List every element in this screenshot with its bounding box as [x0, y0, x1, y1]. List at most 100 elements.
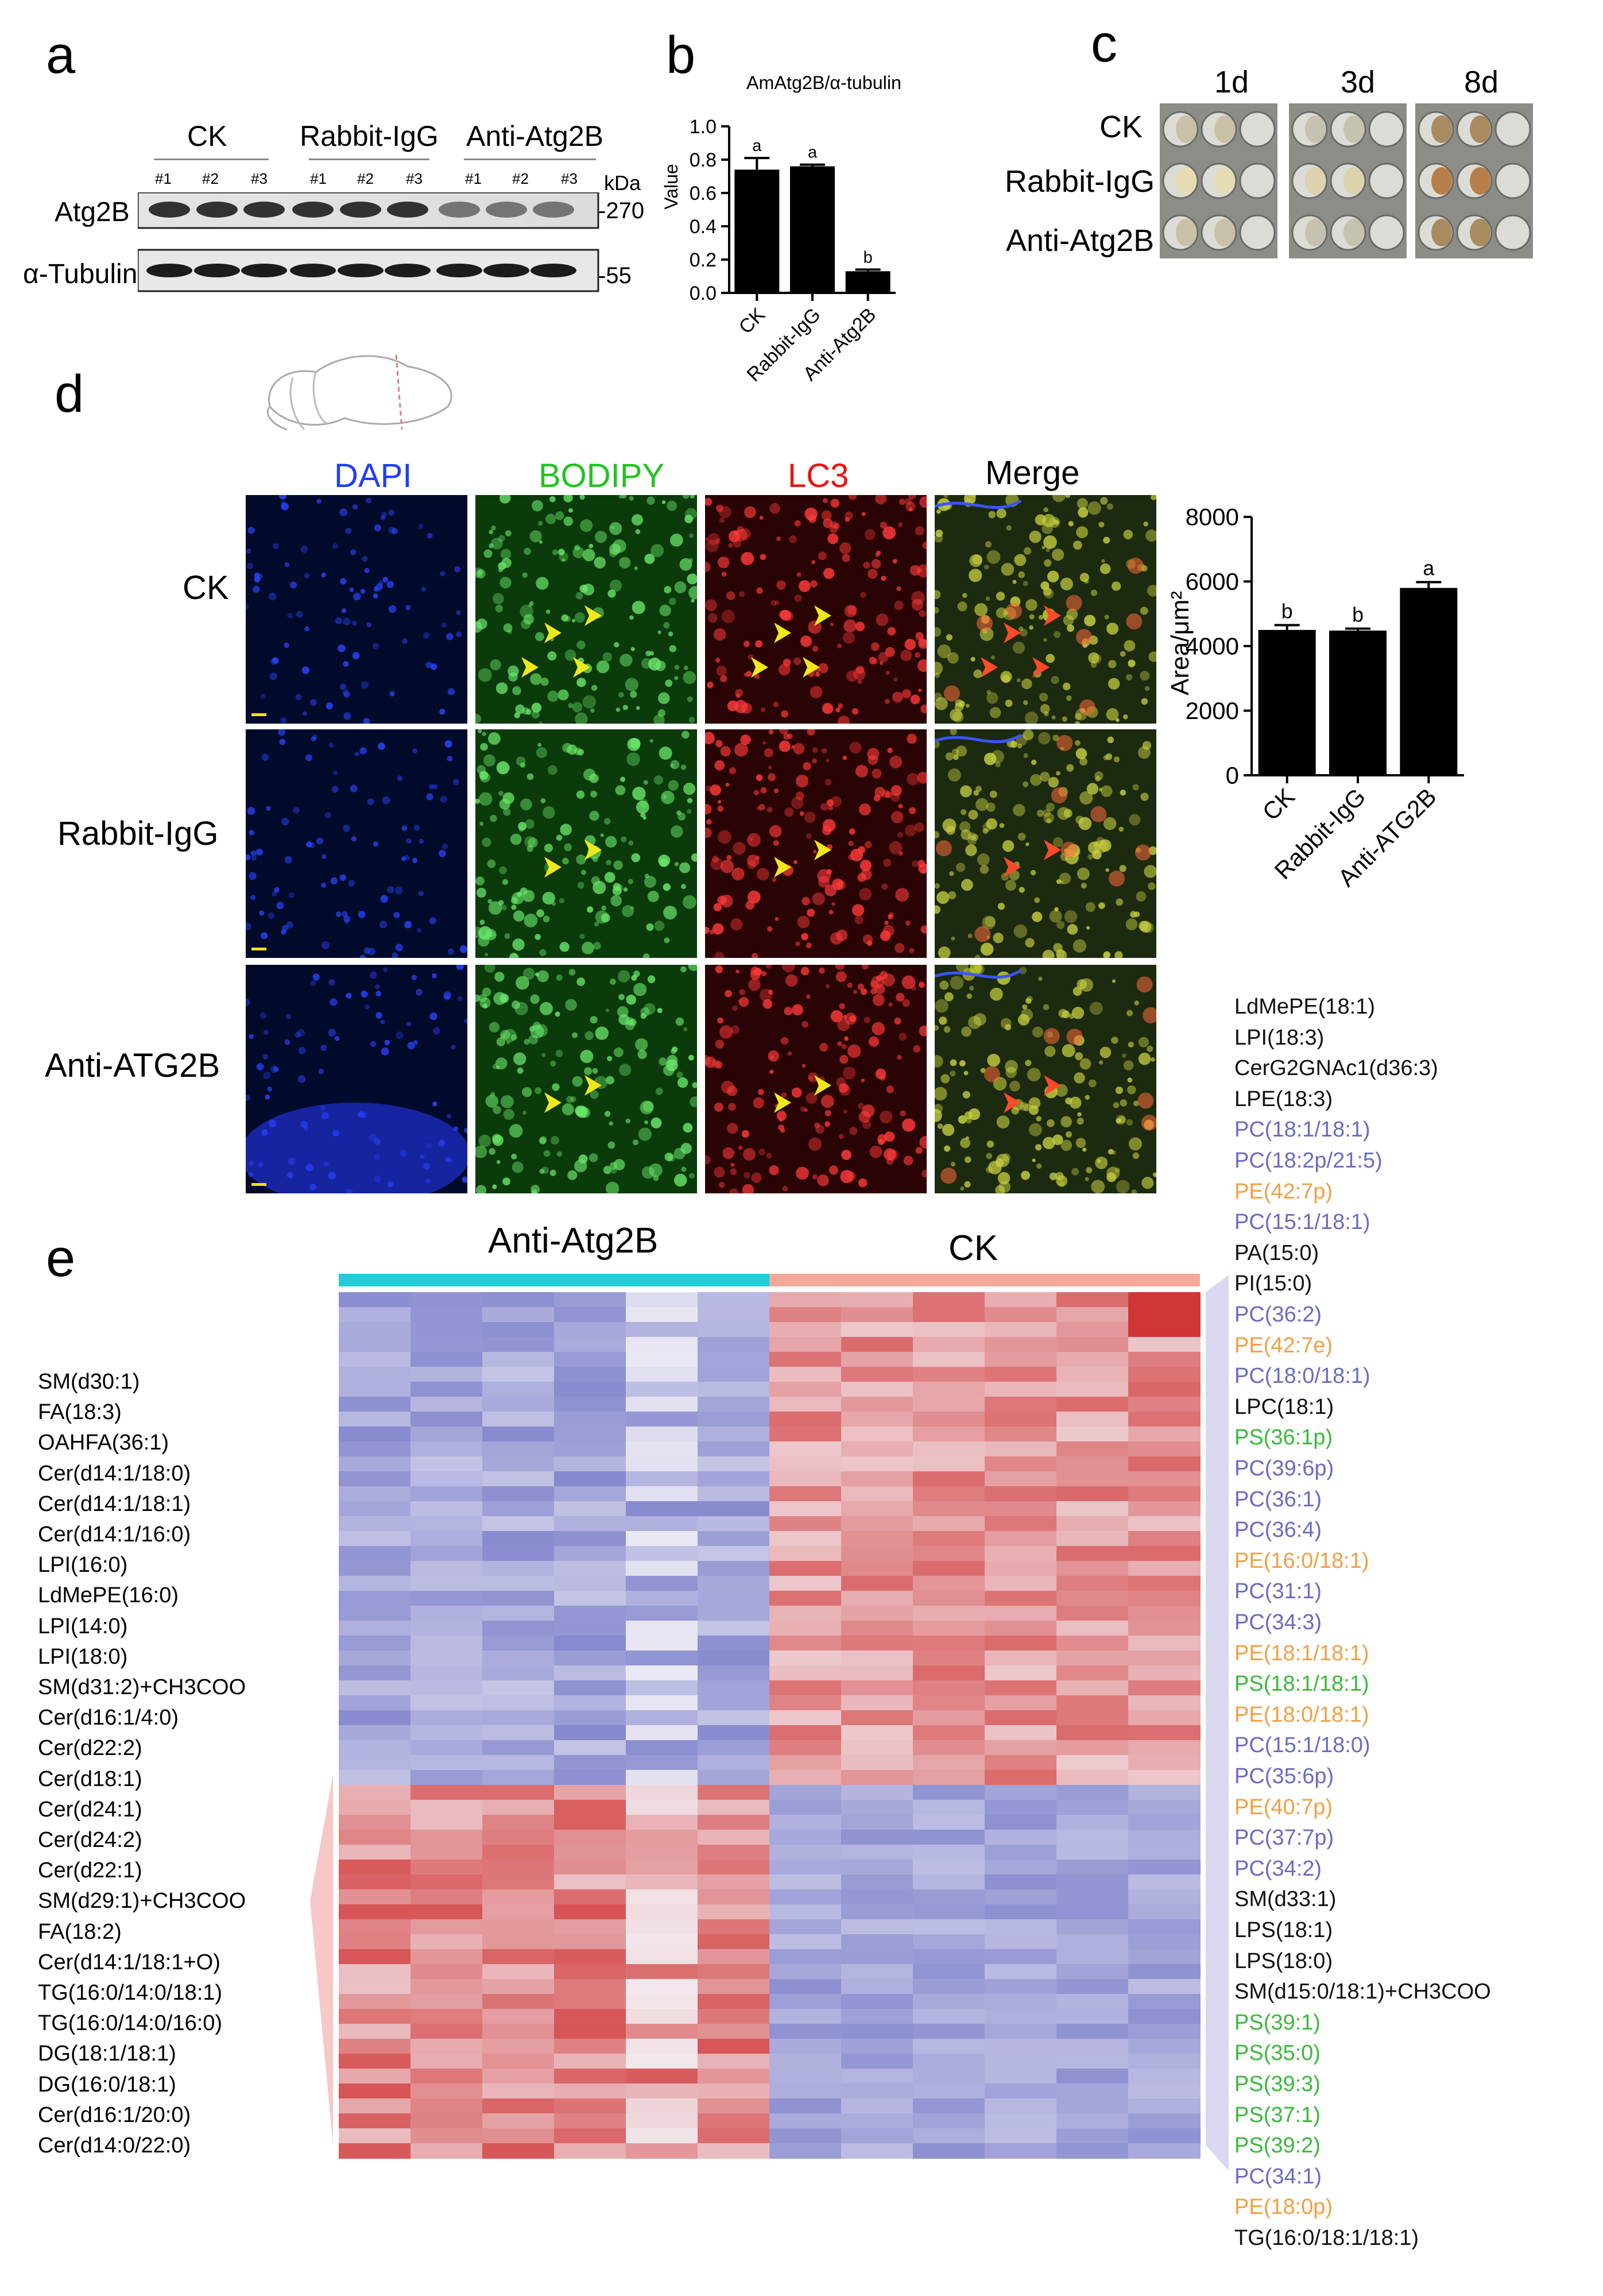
heatmap-cell	[626, 2143, 698, 2159]
cell	[907, 773, 919, 786]
heatmap-cell	[1128, 1352, 1201, 1367]
cell	[945, 752, 954, 761]
cell	[898, 522, 903, 527]
cell	[735, 693, 741, 698]
heatmap-cell	[554, 1546, 626, 1561]
cell	[779, 663, 791, 676]
heatmap-cell	[339, 1471, 411, 1487]
heatmap-row-label: PE(18:1/18:1)	[1234, 1641, 1369, 1665]
group-label-rabbit-igg: Rabbit-IgG	[300, 120, 439, 152]
cell	[1071, 1168, 1079, 1176]
heatmap-cell	[769, 1606, 842, 1621]
cell	[382, 796, 390, 805]
cell	[826, 759, 830, 763]
merge-signal	[1108, 870, 1125, 887]
cell	[1001, 563, 1015, 576]
cell	[1060, 1139, 1072, 1151]
cell	[947, 768, 961, 782]
cell	[602, 652, 613, 662]
heatmap-cell	[841, 1785, 913, 1800]
heatmap-cell	[698, 1516, 770, 1532]
cell	[645, 651, 651, 656]
cell	[559, 552, 568, 562]
cell	[538, 521, 543, 526]
arrowhead-icon	[584, 605, 602, 626]
cell	[829, 524, 838, 534]
heatmap-cell	[554, 2084, 626, 2099]
heatmap-cell	[554, 1516, 626, 1532]
heatmap-cell	[626, 2009, 698, 2024]
heatmap-cell	[769, 2024, 842, 2039]
heatmap-cell	[913, 1815, 985, 1830]
cell	[846, 670, 858, 682]
cell	[375, 1012, 382, 1019]
cell	[857, 983, 865, 991]
cell	[370, 1041, 377, 1047]
heatmap-cell	[411, 1636, 483, 1651]
heatmap-cell	[411, 1292, 483, 1308]
heatmap-cell	[482, 1606, 555, 1621]
cell	[580, 519, 593, 532]
cell	[625, 1118, 631, 1124]
cell	[391, 528, 398, 535]
merge-signal	[1056, 735, 1073, 751]
arrowhead-icon	[1044, 840, 1061, 860]
arrowhead-icon	[544, 857, 562, 878]
heatmap-cell	[841, 2009, 913, 2024]
panel-letter-b: b	[666, 26, 696, 84]
cell	[318, 1068, 324, 1074]
heatmap-cell	[554, 1979, 626, 1994]
heatmap-cell	[698, 1860, 770, 1875]
cell	[1025, 998, 1032, 1004]
cell	[536, 909, 544, 918]
cell	[622, 705, 628, 710]
heatmap-cell	[769, 1352, 842, 1367]
cell	[289, 581, 297, 589]
cell	[528, 837, 538, 848]
heatmap-cell	[554, 1531, 626, 1547]
heatmap-cell	[985, 1665, 1057, 1681]
heatmap-cell	[554, 1591, 626, 1606]
cell	[431, 973, 437, 979]
cell	[993, 933, 1004, 944]
heatmap-cell	[769, 2069, 842, 2084]
cell	[1040, 771, 1050, 782]
cell	[675, 1017, 684, 1026]
heatmap-cell	[411, 1382, 483, 1397]
cell	[1092, 849, 1102, 860]
cell	[1017, 743, 1023, 749]
cell	[280, 501, 286, 507]
cell	[265, 1094, 270, 1100]
cell	[625, 678, 638, 691]
cell	[762, 741, 766, 745]
heatmap-row-label: Cer(d14:1/16:0)	[38, 1522, 191, 1547]
heatmap-cell	[1128, 1934, 1201, 1950]
heatmap-cell	[698, 1456, 770, 1472]
y-tick-label: 0.0	[690, 283, 717, 304]
cell	[674, 664, 680, 670]
cell	[545, 513, 556, 524]
heatmap-cell	[913, 2084, 985, 2099]
heatmap-row-label: Cer(d14:1/18:1+O)	[38, 1950, 220, 1974]
cell	[478, 668, 492, 682]
cell	[562, 558, 566, 562]
tubulin-band	[483, 264, 529, 277]
group-bar-ck	[769, 1274, 1200, 1286]
cell	[631, 853, 641, 863]
heatmap-cell	[482, 1740, 555, 1756]
cell	[861, 512, 866, 516]
cell	[959, 1060, 966, 1067]
cell	[1093, 841, 1099, 847]
cell	[676, 1072, 683, 1079]
cell	[590, 790, 598, 798]
cell	[875, 493, 887, 505]
cell	[1116, 898, 1124, 906]
cell	[1113, 756, 1120, 763]
heatmap-cell	[339, 1680, 411, 1696]
cell	[1053, 943, 1063, 953]
cell	[559, 898, 565, 903]
heatmap-row-label: PS(37:1)	[1234, 2102, 1321, 2127]
heatmap-cell	[482, 1830, 555, 1845]
heatmap-cell	[554, 1680, 626, 1696]
heatmap-cell	[985, 1830, 1057, 1845]
